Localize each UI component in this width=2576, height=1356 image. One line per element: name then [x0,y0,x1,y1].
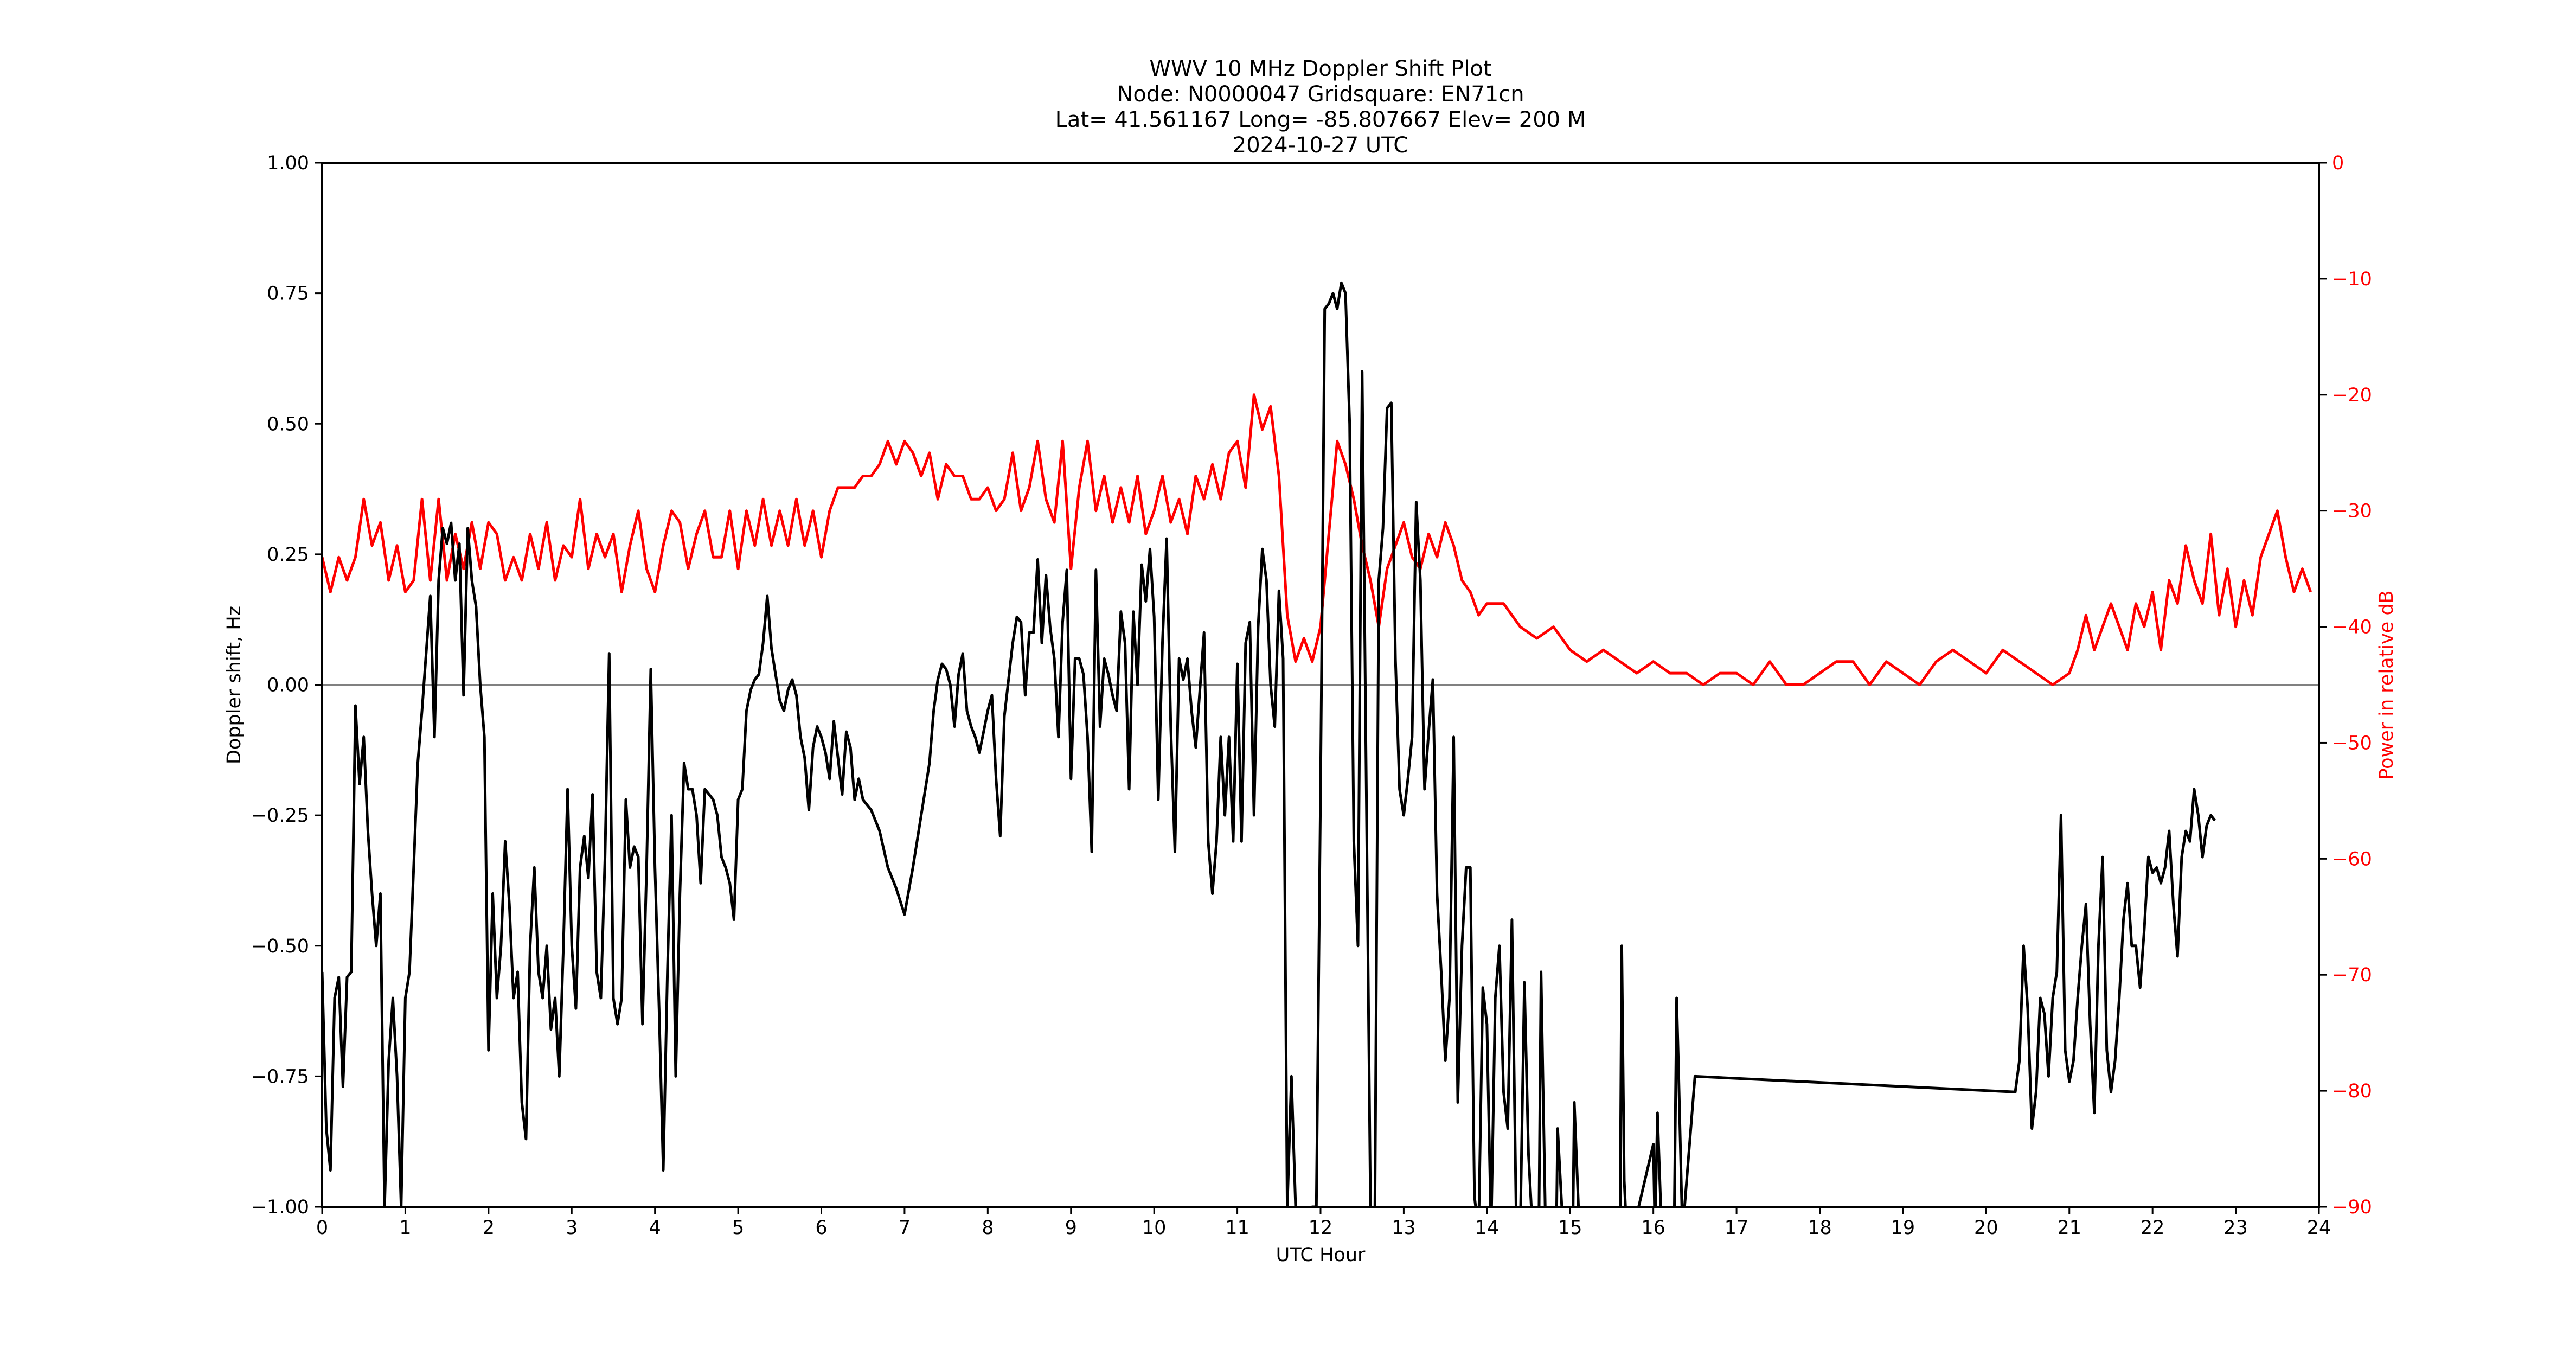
y-tick-label: −0.75 [251,1066,309,1088]
x-tick-label: 7 [899,1217,911,1239]
y-axis-left-label: Doppler shift, Hz [223,606,245,764]
x-axis-label: UTC Hour [1276,1244,1366,1266]
title-line-3: Lat= 41.561167 Long= -85.807667 Elev= 20… [1055,107,1586,132]
x-axis-ticks: 0 1 2 3 4 5 6 7 8 9 10 11 12 13 14 15 16 17 18 19 20 21 22 23 24 [316,1207,2331,1239]
x-tick-label: 14 [1475,1217,1500,1239]
x-tick-label: 23 [2223,1217,2248,1239]
doppler-series-line [322,281,2216,1207]
x-tick-label: 24 [2307,1217,2331,1239]
y-tick-label: −0.25 [251,805,309,827]
x-tick-label: 21 [2057,1217,2081,1239]
y-axis-right-ticks: −90 −80 −70 −60 −50 −40 −30 −20 −10 0 [2319,152,2372,1218]
x-tick-label: 1 [399,1217,411,1239]
title-line-1: WWV 10 MHz Doppler Shift Plot [1149,56,1491,81]
x-tick-label: 0 [316,1217,328,1239]
x-tick-label: 16 [1641,1217,1665,1239]
x-tick-label: 22 [2141,1217,2165,1239]
x-tick-label: 17 [1725,1217,1749,1239]
x-tick-label: 18 [1808,1217,1832,1239]
x-tick-label: 10 [1142,1217,1167,1239]
x-tick-label: 13 [1392,1217,1416,1239]
x-tick-label: 15 [1558,1217,1582,1239]
y2-tick-label: 0 [2332,152,2344,174]
power-series-line [322,393,2312,686]
y-tick-label: −1.00 [251,1197,309,1218]
x-tick-label: 11 [1225,1217,1249,1239]
y-tick-label: 0.00 [267,675,309,696]
x-tick-label: 9 [1065,1217,1077,1239]
y-tick-label: 0.50 [267,413,309,435]
y-axis-left-ticks: −1.00 −0.75 −0.50 −0.25 0.00 0.25 0.50 0.75 1.00 [251,152,322,1218]
x-tick-label: 6 [815,1217,827,1239]
y-tick-label: −0.50 [251,936,309,957]
x-tick-label: 5 [732,1217,744,1239]
x-tick-label: 2 [483,1217,495,1239]
y2-tick-label: −80 [2332,1080,2372,1102]
y-tick-label: 1.00 [267,152,309,174]
chart-title: WWV 10 MHz Doppler Shift Plot Node: N000… [1055,56,1586,158]
x-tick-label: 12 [1309,1217,1333,1239]
y2-tick-label: −10 [2332,268,2372,290]
title-line-4: 2024-10-27 UTC [1233,133,1408,158]
x-tick-label: 20 [1974,1217,1998,1239]
y2-tick-label: −90 [2332,1197,2372,1218]
x-tick-label: 19 [1891,1217,1915,1239]
y-axis-right-label: Power in relative dB [2376,590,2398,779]
y2-tick-label: −50 [2332,732,2372,754]
x-tick-label: 8 [982,1217,994,1239]
y2-tick-label: −60 [2332,848,2372,870]
y2-tick-label: −70 [2332,964,2372,986]
x-tick-label: 3 [566,1217,578,1239]
y2-tick-label: −20 [2332,385,2372,406]
y-tick-label: 0.75 [267,283,309,305]
x-tick-label: 4 [649,1217,661,1239]
y2-tick-label: −30 [2332,501,2372,522]
title-line-2: Node: N0000047 Gridsquare: EN71cn [1117,82,1524,107]
y2-tick-label: −40 [2332,617,2372,638]
y-tick-label: 0.25 [267,544,309,566]
